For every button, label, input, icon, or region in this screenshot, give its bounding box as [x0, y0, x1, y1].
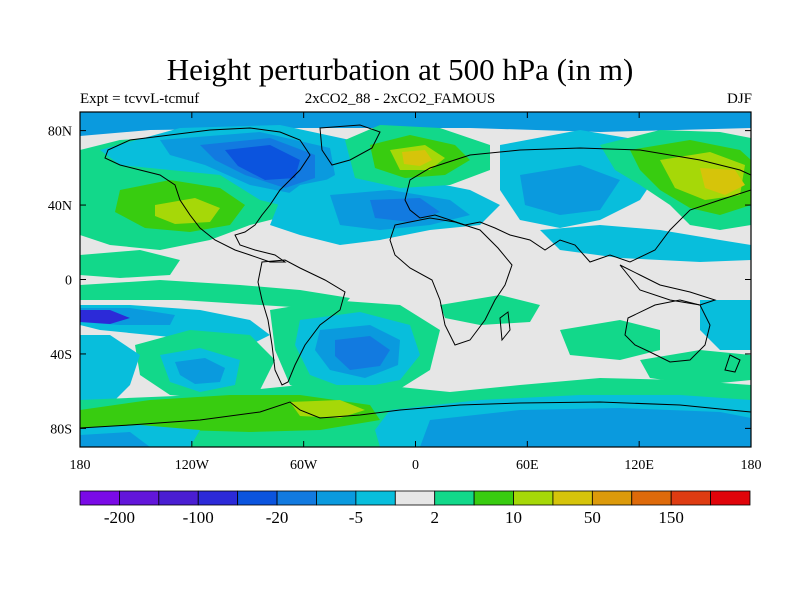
- experiment-label: Expt = tcvvL-tcmuf: [80, 91, 200, 107]
- contour-patch: [335, 336, 390, 370]
- colorbar-label: -200: [104, 508, 135, 527]
- colorbar-swatch: [710, 490, 751, 506]
- coastline-greenland: [319, 124, 381, 166]
- colorbar-swatch: [119, 490, 160, 506]
- colorbar-label: -20: [266, 508, 289, 527]
- lon-tick-label: 180: [741, 458, 762, 473]
- coastline-africa: [389, 217, 513, 346]
- colorbar-swatch: [355, 490, 396, 506]
- colorbar-swatch: [670, 490, 711, 506]
- contour-patch: [80, 280, 350, 310]
- colorbar-swatch: [552, 490, 593, 506]
- colorbar-swatch: [197, 490, 239, 506]
- contour-patch: [80, 335, 140, 410]
- contour-patch: [402, 150, 432, 166]
- contour-patch: [80, 432, 150, 447]
- contour-patch: [640, 350, 751, 385]
- contour-patch: [700, 168, 745, 195]
- colorbar-swatch: [276, 490, 317, 506]
- lon-tick-label: 0: [412, 458, 419, 473]
- contour-patch: [370, 198, 440, 222]
- contour-patch: [560, 320, 660, 360]
- contour-patch: [80, 250, 180, 278]
- colorbar-label: 50: [584, 508, 601, 527]
- axis-layer: 80N 40N 0 40S 80S 180 120W 60W 0 60E 120E 180: [48, 112, 762, 473]
- colorbar-label: 2: [430, 508, 439, 527]
- contour-patch: [80, 112, 751, 136]
- colorbar: -200 -100 -20 -5 2 10 50 150: [79, 490, 751, 527]
- colorbar-swatch: [591, 490, 633, 506]
- contour-patch: [540, 225, 751, 262]
- colorbar-swatch: [473, 490, 514, 506]
- colorbar-label: 10: [505, 508, 522, 527]
- lat-tick-label: 0: [65, 274, 72, 289]
- colorbar-swatch: [158, 490, 199, 506]
- lat-tick-label: 80S: [50, 422, 72, 437]
- contour-patch: [225, 145, 300, 180]
- colorbar-label: -100: [183, 508, 214, 527]
- contour-patch: [420, 408, 751, 447]
- coastline-australia: [624, 299, 711, 363]
- lat-tick-label: 40N: [48, 199, 72, 214]
- colorbar-label: 150: [658, 508, 684, 527]
- colorbar-swatch: [394, 490, 436, 506]
- colorbar-swatch: [513, 490, 554, 506]
- contour-patch: [520, 165, 620, 215]
- colorbar-label: -5: [349, 508, 363, 527]
- colorbar-swatch: [434, 490, 475, 506]
- colorbar-swatch: [79, 490, 120, 506]
- contour-fill-layer: [80, 112, 751, 447]
- lon-tick-label: 60E: [516, 458, 539, 473]
- map-title: Height perturbation at 500 hPa (in m): [166, 52, 634, 87]
- contour-patch: [175, 358, 225, 384]
- contour-patch: [700, 300, 751, 350]
- lon-tick-label: 120W: [175, 458, 210, 473]
- coastline-layer: [80, 124, 751, 429]
- coastline-new-zealand: [724, 354, 741, 373]
- colorbar-swatch: [631, 490, 672, 506]
- contour-patch: [80, 310, 130, 324]
- lat-tick-label: 40S: [50, 348, 72, 363]
- comparison-label: 2xCO2_88 - 2xCO2_FAMOUS: [304, 91, 496, 107]
- coastline-north-america: [104, 127, 311, 263]
- colorbar-swatch: [316, 490, 357, 506]
- lon-tick-label: 180: [70, 458, 91, 473]
- lon-tick-label: 60W: [290, 458, 318, 473]
- coastline-antarctica: [80, 401, 751, 429]
- season-label: DJF: [726, 91, 752, 107]
- coastline-madagascar: [499, 311, 511, 342]
- lat-tick-label: 80N: [48, 125, 72, 140]
- coastline-south-america: [257, 259, 346, 386]
- coastline-southeast-asia: [619, 264, 717, 306]
- colorbar-swatch: [237, 490, 278, 506]
- lon-tick-label: 120E: [624, 458, 654, 473]
